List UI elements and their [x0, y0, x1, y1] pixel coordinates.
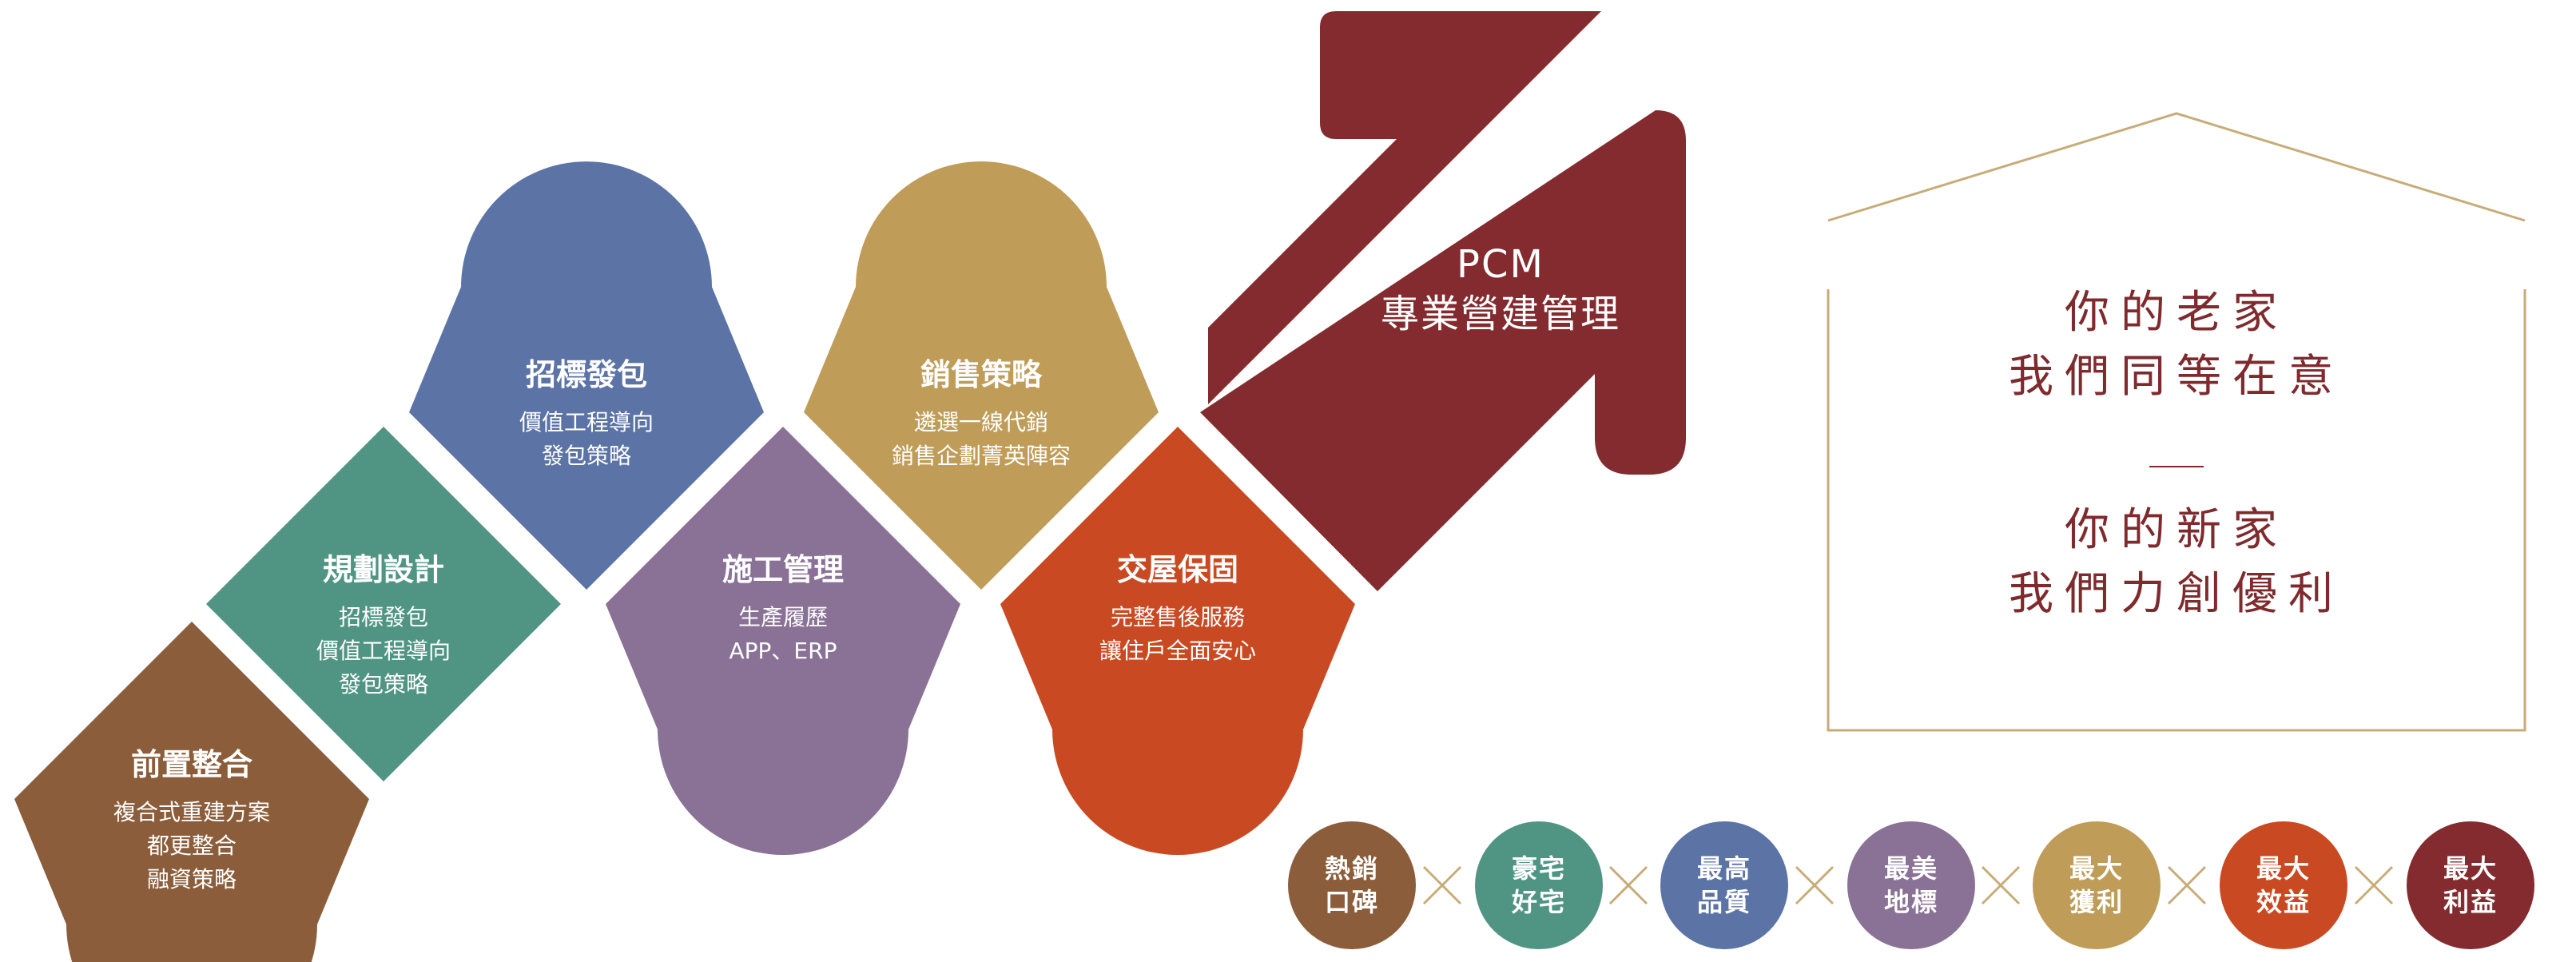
benefit-line: 最大: [2069, 853, 2124, 884]
benefit-circle: 熱銷 口碑: [1288, 821, 1416, 949]
step-desc: 生產履歷: [737, 604, 829, 630]
benefit-line: 最大: [2256, 853, 2311, 884]
benefit-line: 地標: [1883, 887, 1938, 917]
times-icon: [1422, 865, 1462, 905]
benefit-line: 效益: [2256, 887, 2311, 917]
pcm-arrow-label: PCM 專業營建管理: [1381, 240, 1620, 339]
arrow-title: PCM: [1457, 242, 1544, 287]
step-shape: [206, 427, 561, 781]
step-shape: [606, 427, 960, 855]
benefit-line: 獲利: [2069, 887, 2124, 917]
step-shape: [1000, 427, 1355, 855]
step-desc: 完整售後服務: [1110, 604, 1246, 630]
step-construction-mgmt: 施工管理 生產履歷 APP、ERP: [722, 550, 844, 668]
house-text-bottom: 你的新家 我們力創優利: [2009, 499, 2344, 626]
step-tendering: 招標發包 價值工程導向 發包策略: [519, 355, 654, 473]
step-desc: 都更整合: [146, 833, 237, 859]
step-preintegration: 前置整合 複合式重建方案 都更整合 融資策略: [113, 745, 270, 896]
benefit-circle: 最高 品質: [1660, 821, 1788, 949]
house-line: 我們同等在意: [2009, 351, 2344, 403]
benefit-line: 好宅: [1511, 887, 1566, 917]
step-title: 前置整合: [130, 747, 253, 782]
step-desc: 價值工程導向: [519, 409, 654, 435]
benefit-line: 豪宅: [1511, 853, 1566, 884]
arrow-subtitle: 專業營建管理: [1380, 292, 1621, 336]
benefit-circle: 最大 效益: [2220, 821, 2347, 949]
house-line: 我們力創優利: [2009, 568, 2344, 620]
house-line: 你的新家: [2065, 504, 2288, 556]
step-desc: 遴選一線代銷: [913, 409, 1049, 435]
house-roof: [1827, 112, 2526, 222]
step-desc: 銷售企劃菁英陣容: [891, 443, 1071, 469]
step-title: 施工管理: [722, 552, 845, 587]
step-desc: 讓住戶全面安心: [1099, 638, 1257, 664]
times-icon: [1795, 865, 1835, 905]
times-icon: [2167, 865, 2207, 905]
times-icon: [2354, 865, 2394, 905]
step-shape: [14, 622, 369, 962]
step-handover-warranty: 交屋保固 完整售後服務 讓住戶全面安心: [1099, 550, 1256, 668]
house-text-top: 你的老家 我們同等在意: [2009, 281, 2344, 409]
step-planning-design: 規劃設計 招標發包 價值工程導向 發包策略: [316, 550, 451, 702]
benefit-line: 最美: [1883, 853, 1938, 884]
step-desc: 複合式重建方案: [113, 799, 271, 825]
step-desc: APP、ERP: [729, 638, 837, 664]
benefit-circle: 最大 利益: [2407, 821, 2534, 949]
benefit-circle: 最大 獲利: [2033, 821, 2161, 949]
benefit-line: 利益: [2443, 887, 2498, 917]
benefit-line: 品質: [1696, 887, 1751, 917]
benefit-circle: 豪宅 好宅: [1475, 821, 1603, 949]
pcm-arrow-shape: [1200, 11, 1686, 591]
benefit-circle: 最美 地標: [1847, 821, 1975, 949]
benefit-line: 熱銷: [1324, 853, 1379, 884]
step-title: 規劃設計: [322, 552, 445, 587]
step-title: 銷售策略: [920, 357, 1043, 392]
step-title: 招標發包: [525, 357, 648, 392]
step-desc: 融資策略: [146, 866, 237, 892]
times-icon: [1981, 865, 2021, 905]
times-icon: [1608, 865, 1648, 905]
benefit-line: 最高: [1696, 853, 1751, 884]
step-desc: 發包策略: [338, 671, 429, 698]
step-title: 交屋保固: [1116, 552, 1239, 587]
step-sales-strategy: 銷售策略 遴選一線代銷 銷售企劃菁英陣容: [892, 355, 1071, 473]
step-desc: 招標發包: [338, 604, 429, 630]
house-walls: [1827, 289, 2526, 732]
benefit-line: 最大: [2443, 853, 2498, 884]
house-line: 你的老家: [2065, 287, 2288, 339]
step-desc: 價值工程導向: [316, 638, 451, 664]
step-desc: 發包策略: [541, 443, 632, 469]
step-shape: [804, 161, 1159, 590]
benefit-line: 口碑: [1324, 887, 1379, 917]
step-shape: [409, 161, 764, 590]
